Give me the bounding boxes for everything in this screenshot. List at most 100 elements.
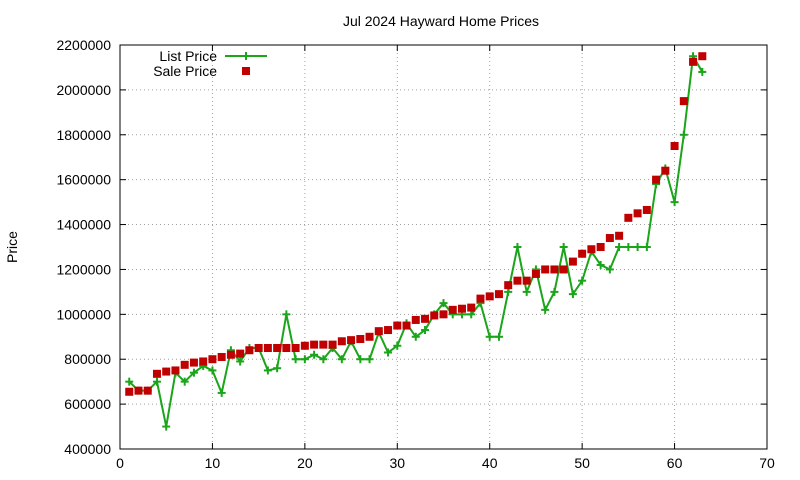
list-price-point: [162, 422, 171, 431]
y-tick-label: 800000: [64, 351, 111, 367]
y-tick-label: 1600000: [56, 172, 111, 188]
plot-frame: [119, 44, 768, 450]
list-price-point: [291, 355, 300, 364]
sale-price-point: [421, 314, 430, 323]
sale-price-point: [365, 332, 374, 341]
sale-price-point: [393, 321, 402, 330]
sale-price-point: [171, 366, 180, 375]
list-price-point: [180, 377, 189, 386]
y-tick-label: 600000: [64, 396, 111, 412]
y-tick-label: 1200000: [56, 261, 111, 277]
list-price-point: [208, 366, 217, 375]
sale-price-point: [208, 355, 217, 364]
sale-price-point: [291, 344, 300, 352]
sale-price-point: [199, 357, 208, 366]
sale-price-point: [319, 340, 328, 349]
list-price-point: [485, 332, 494, 341]
grid-lines: [120, 45, 767, 449]
series-layer: [125, 52, 707, 431]
sale-price-point: [300, 341, 309, 350]
sale-price-point: [578, 249, 587, 258]
sale-price-point: [689, 57, 698, 66]
sale-price-point: [162, 367, 171, 376]
list-price-point: [337, 355, 346, 364]
y-axis-label: Price: [4, 231, 20, 263]
y-tick-label: 1000000: [56, 306, 111, 322]
list-price-point: [615, 243, 624, 251]
sale-price-point: [568, 257, 577, 266]
list-price-point: [319, 355, 328, 364]
sale-price-point: [384, 326, 393, 335]
x-tick-label: 30: [389, 455, 405, 471]
legend-plus-marker: [242, 52, 250, 60]
list-price-point: [263, 366, 272, 375]
list-price-point: [421, 326, 430, 335]
sale-price-point: [504, 281, 513, 290]
list-price-point: [559, 243, 568, 251]
legend-label-list-price: List Price: [159, 48, 217, 64]
sale-price-point: [189, 358, 198, 367]
x-tick-label: 70: [759, 455, 775, 471]
legend-entry-sale-price: Sale Price: [153, 63, 250, 79]
list-price-point: [624, 243, 633, 251]
list-price-point: [189, 368, 198, 377]
legend-entry-list-price: List Price: [159, 48, 267, 64]
list-price-point: [541, 305, 550, 314]
list-price-point: [384, 348, 393, 357]
list-price-point: [522, 287, 531, 296]
sale-price-point: [698, 52, 707, 61]
list-price-point: [513, 243, 522, 251]
list-price-point: [356, 355, 365, 364]
sale-price-point: [642, 205, 651, 214]
y-tick-label: 1400000: [56, 217, 111, 233]
list-price-point: [439, 299, 448, 308]
sale-price-point: [522, 276, 531, 285]
chart-title: Jul 2024 Hayward Home Prices: [343, 13, 539, 29]
sale-price-point: [356, 335, 365, 344]
sale-price-point: [485, 292, 494, 301]
x-tick-label: 60: [667, 455, 683, 471]
sale-price-point: [430, 311, 439, 320]
sale-price-point: [328, 340, 337, 349]
y-tick-label: 2200000: [56, 37, 111, 53]
sale-price-point: [513, 276, 522, 285]
list-price-point: [633, 243, 642, 251]
sale-price-point: [476, 294, 485, 303]
legend-swatch-sale-price: [242, 67, 250, 75]
sale-price-point: [217, 352, 226, 361]
list-price-point: [282, 310, 291, 319]
sale-price-point: [587, 245, 596, 254]
sale-price-point: [457, 304, 466, 313]
sale-price-point: [236, 349, 245, 358]
list-price-point: [393, 341, 402, 350]
y-tick-label: 1800000: [56, 127, 111, 143]
legend-label-sale-price: Sale Price: [153, 63, 217, 79]
sale-price-point: [467, 303, 476, 312]
list-price-point: [578, 276, 587, 285]
list-price-point: [670, 198, 679, 207]
list-price-point: [365, 355, 374, 364]
sale-price-point: [226, 350, 235, 359]
sale-price-point: [615, 231, 624, 240]
sale-price-point: [374, 327, 383, 336]
sale-price-point: [605, 234, 614, 243]
sale-price-point: [661, 166, 670, 175]
sale-price-point: [143, 386, 152, 395]
y-tick-labels: 400000 600000 800000 1000000 1200000 1400000 1…: [56, 37, 111, 457]
sale-price-point: [679, 97, 688, 106]
list-price-point: [642, 243, 651, 251]
sale-price-point: [152, 369, 161, 378]
sale-price-point: [624, 213, 633, 222]
sale-price-point: [411, 315, 420, 324]
sale-price-point: [245, 346, 254, 355]
list-price-point: [605, 265, 614, 274]
list-price-point: [152, 377, 161, 386]
sale-price-point: [633, 209, 642, 218]
list-price-point: [273, 364, 282, 373]
sale-price-point: [273, 344, 282, 352]
sale-price-point: [531, 269, 540, 278]
x-tick-label: 40: [482, 455, 498, 471]
list-price-point: [679, 130, 688, 139]
list-price-point: [504, 287, 513, 296]
